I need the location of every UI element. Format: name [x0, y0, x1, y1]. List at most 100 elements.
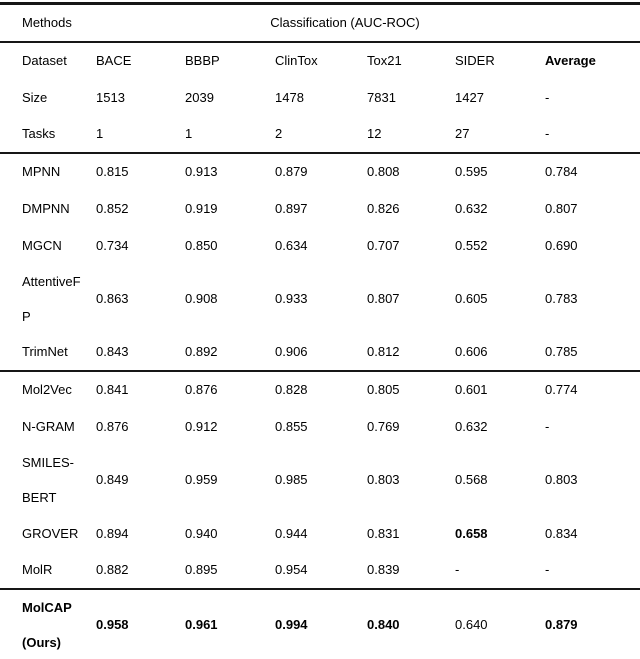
value-cell: 0.944 [275, 525, 308, 541]
value-cell: - [545, 418, 550, 434]
table-row: Mol2Vec 0.841 0.876 0.828 0.805 0.601 0.774 [0, 371, 640, 408]
value-cell: - [545, 89, 550, 105]
value-cell: Tox21 [367, 53, 402, 68]
value-cell: 0.855 [275, 418, 308, 434]
value-cell: SIDER [455, 53, 495, 68]
pretrained-methods-section: Mol2Vec 0.841 0.876 0.828 0.805 0.601 0.774 N-G… [0, 371, 640, 589]
value-cell: - [545, 562, 550, 577]
value-cell: 0.850 [185, 237, 218, 253]
value-cell: 0.879 [545, 617, 578, 632]
method-name: GROVER [22, 525, 79, 541]
value-cell: ClinTox [275, 53, 318, 68]
method-name: Size [22, 89, 48, 105]
value-cell: 0.803 [367, 472, 400, 487]
value-cell: 0.839 [367, 562, 400, 577]
value-cell: - [545, 126, 550, 141]
value-cell: 0.805 [367, 382, 400, 397]
value-cell: BACE [96, 53, 132, 68]
value-cell: - [455, 562, 460, 577]
value-cell: 0.897 [275, 200, 308, 216]
value-cell: 0.913 [185, 164, 218, 179]
value-cell: 0.843 [96, 344, 129, 359]
value-cell: 0.734 [96, 237, 129, 253]
value-cell: 0.828 [275, 382, 308, 397]
table-row: MGCN 0.734 0.850 0.634 0.707 0.552 0.690 [0, 227, 640, 264]
method-name: N-GRAM [22, 418, 75, 434]
table-row: GROVER 0.894 0.940 0.944 0.831 0.658 0.834 [0, 515, 640, 552]
value-cell: 0.605 [455, 291, 488, 306]
value-cell: 0.958 [96, 617, 129, 632]
value-cell: 0.892 [185, 344, 218, 359]
method-name: Mol2Vec [22, 382, 72, 397]
table-row: N-GRAM 0.876 0.912 0.855 0.769 0.632 - [0, 408, 640, 445]
value-cell: 0.831 [367, 525, 400, 541]
table-row: Size 1513 2039 1478 7831 1427 - [0, 79, 640, 116]
value-cell: 0.606 [455, 344, 488, 359]
value-cell: 0.954 [275, 562, 308, 577]
value-cell: 0.840 [367, 617, 400, 632]
value-cell: 0.826 [367, 200, 400, 216]
value-cell: 0.841 [96, 382, 129, 397]
table-row: MPNN 0.815 0.913 0.879 0.808 0.595 0.784 [0, 153, 640, 190]
method-name: MPNN [22, 164, 61, 179]
value-cell: 0.807 [367, 291, 400, 306]
value-cell: 0.876 [185, 382, 218, 397]
table-row: MolR 0.882 0.895 0.954 0.839 - - [0, 552, 640, 589]
table-header: Methods Classification (AUC-ROC) [0, 4, 640, 42]
value-cell: Average [545, 53, 596, 68]
value-cell: 0.852 [96, 200, 129, 216]
value-cell: 0.632 [455, 200, 488, 216]
value-cell: 0.783 [545, 291, 578, 306]
method-name: SMILES-BERT [22, 454, 75, 505]
value-cell: 0.601 [455, 382, 488, 397]
value-cell: 0.894 [96, 525, 129, 541]
value-cell: 1 [185, 126, 193, 141]
ours-section: MolCAP (Ours) 0.958 0.961 0.994 0.840 0.640 0.… [0, 589, 640, 659]
value-cell: 0.815 [96, 164, 129, 179]
value-cell: 0.632 [455, 418, 488, 434]
value-cell: 0.774 [545, 382, 578, 397]
value-cell: 7831 [367, 89, 396, 105]
group-header-label: Classification (AUC-ROC) [270, 15, 420, 31]
value-cell: 0.994 [275, 617, 308, 632]
value-cell: 1 [96, 126, 104, 141]
value-cell: 0.908 [185, 291, 218, 306]
value-cell: 0.658 [455, 525, 488, 541]
value-cell: 0.919 [185, 200, 218, 216]
method-name: MolR [22, 562, 53, 577]
value-cell: 0.940 [185, 525, 218, 541]
graph-methods-section: MPNN 0.815 0.913 0.879 0.808 0.595 0.784 DMPNN 0… [0, 153, 640, 371]
value-cell: 0.876 [96, 418, 129, 434]
value-cell: 0.634 [275, 237, 308, 253]
method-name: MGCN [22, 237, 62, 253]
table-row: SMILES-BERT 0.849 0.959 0.985 0.803 0.568 0.80… [0, 445, 640, 515]
value-cell: 0.812 [367, 344, 400, 359]
value-cell: 0.707 [367, 237, 400, 253]
method-name: TrimNet [22, 344, 68, 359]
value-cell: 0.595 [455, 164, 488, 179]
value-cell: 1478 [275, 89, 304, 105]
table-row: Dataset BACE BBBP ClinTox Tox21 SIDER Average [0, 42, 640, 79]
value-cell: 0.959 [185, 472, 218, 487]
value-cell: 0.834 [545, 525, 578, 541]
table-row: Tasks 1 1 2 12 27- [0, 116, 640, 153]
value-cell: 0.690 [545, 237, 578, 253]
value-cell: 0.895 [185, 562, 218, 577]
table-row: DMPNN 0.852 0.919 0.897 0.826 0.632 0.807 [0, 190, 640, 227]
value-cell: 0.552 [455, 237, 488, 253]
value-cell: 0.803 [545, 472, 578, 487]
table-row: MolCAP (Ours) 0.958 0.961 0.994 0.840 0.640 0.… [0, 589, 640, 659]
value-cell: 0.933 [275, 291, 308, 306]
dataset-info-section: Dataset BACE BBBP ClinTox Tox21 SIDER Average S… [0, 42, 640, 153]
value-cell: 0.961 [185, 617, 218, 632]
method-name: AttentiveFP [22, 273, 81, 324]
table-row: AttentiveFP 0.863 0.908 0.933 0.807 0.605 0.78… [0, 264, 640, 334]
value-cell: 0.784 [545, 164, 578, 179]
value-cell: 27 [455, 126, 470, 141]
value-cell: 0.912 [185, 418, 218, 434]
header-row: Methods Classification (AUC-ROC) [0, 4, 640, 42]
value-cell: 1513 [96, 89, 125, 105]
value-cell: 0.785 [545, 344, 578, 359]
value-cell: 1427 [455, 89, 484, 105]
